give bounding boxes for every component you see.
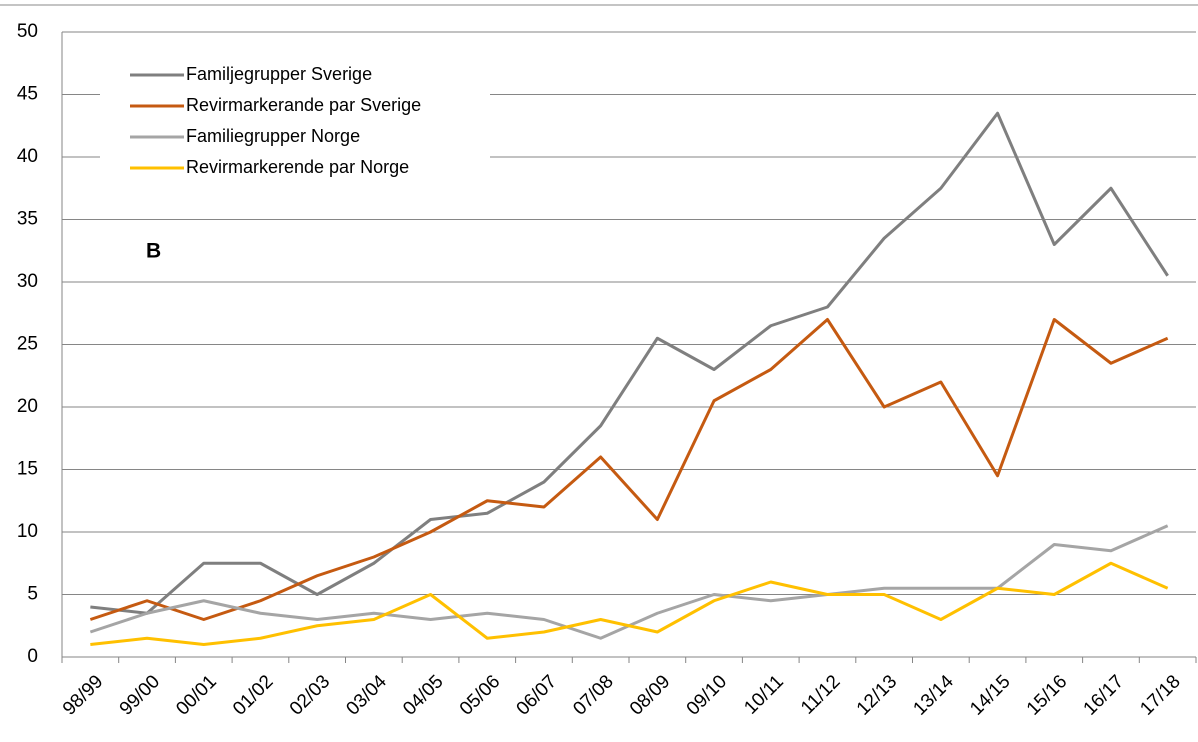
- x-tick-label: 01/02: [229, 671, 277, 719]
- legend-label: Revirmarkerende par Norge: [186, 157, 409, 177]
- y-tick-label: 30: [17, 271, 38, 292]
- x-tick-label: 06/07: [513, 671, 561, 719]
- y-tick-label: 5: [27, 584, 38, 605]
- series-line: [89, 524, 1169, 640]
- x-tick-label: 07/08: [569, 671, 617, 719]
- x-tick-label: 13/14: [909, 671, 958, 720]
- y-tick-label: 10: [17, 521, 38, 542]
- y-tick-label: 25: [17, 334, 38, 355]
- legend-label: Familiegrupper Norge: [186, 126, 360, 146]
- x-tick-label: 15/16: [1023, 671, 1071, 719]
- x-tick-label: 00/01: [172, 671, 220, 719]
- legend-box: [100, 55, 490, 185]
- x-tick-label: 12/13: [853, 671, 901, 719]
- x-tick-label: 16/17: [1080, 671, 1128, 719]
- x-tick-label: 11/12: [797, 671, 844, 718]
- y-tick-label: 50: [17, 21, 38, 42]
- series-line: [90, 111, 1169, 615]
- x-tick-label: 02/03: [286, 671, 334, 719]
- legend-label: Familjegrupper Sverige: [186, 64, 372, 84]
- y-tick-label: 20: [17, 396, 38, 417]
- legend-label: Revirmarkerande par Sverige: [186, 95, 421, 115]
- x-tick-label: 08/09: [626, 671, 674, 719]
- y-tick-label: 0: [27, 646, 38, 667]
- x-tick-label: 09/10: [683, 671, 731, 719]
- x-tick-label: 98/99: [59, 671, 107, 719]
- x-tick-label: 04/05: [399, 671, 447, 719]
- annotation: B: [146, 240, 161, 263]
- y-tick-label: 40: [17, 146, 38, 167]
- y-tick-label: 35: [17, 209, 38, 230]
- x-tick-label: 10/11: [740, 671, 787, 718]
- x-tick-label: 17/18: [1136, 671, 1184, 719]
- x-tick-label: 05/06: [456, 671, 504, 719]
- series-line: [90, 561, 1169, 646]
- x-tick-label: 14/15: [966, 671, 1014, 719]
- y-tick-label: 45: [17, 84, 38, 105]
- series-line: [89, 318, 1169, 621]
- y-tick-label: 15: [17, 459, 38, 480]
- x-tick-label: 03/04: [342, 671, 391, 720]
- x-tick-label: 99/00: [116, 671, 164, 719]
